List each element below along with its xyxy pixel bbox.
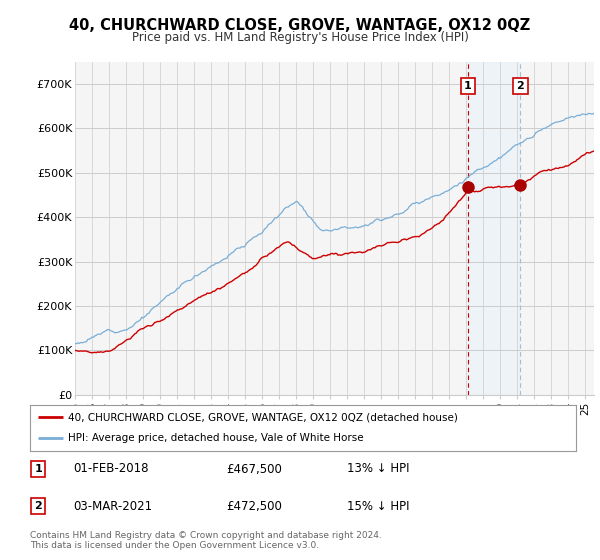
Text: 2: 2 — [517, 81, 524, 91]
Bar — [468, 62, 520, 395]
Text: 01-FEB-2018: 01-FEB-2018 — [74, 463, 149, 475]
Text: Price paid vs. HM Land Registry's House Price Index (HPI): Price paid vs. HM Land Registry's House … — [131, 31, 469, 44]
Text: £472,500: £472,500 — [227, 500, 283, 512]
Text: 1: 1 — [464, 81, 472, 91]
Text: Contains HM Land Registry data © Crown copyright and database right 2024.
This d: Contains HM Land Registry data © Crown c… — [30, 531, 382, 550]
Text: 15% ↓ HPI: 15% ↓ HPI — [347, 500, 409, 512]
Text: 40, CHURCHWARD CLOSE, GROVE, WANTAGE, OX12 0QZ (detached house): 40, CHURCHWARD CLOSE, GROVE, WANTAGE, OX… — [68, 412, 458, 422]
Text: 1: 1 — [34, 464, 42, 474]
Text: 03-MAR-2021: 03-MAR-2021 — [74, 500, 153, 512]
Text: 40, CHURCHWARD CLOSE, GROVE, WANTAGE, OX12 0QZ: 40, CHURCHWARD CLOSE, GROVE, WANTAGE, OX… — [70, 18, 530, 33]
Text: HPI: Average price, detached house, Vale of White Horse: HPI: Average price, detached house, Vale… — [68, 433, 364, 444]
Text: 2: 2 — [34, 501, 42, 511]
Text: £467,500: £467,500 — [227, 463, 283, 475]
Text: 13% ↓ HPI: 13% ↓ HPI — [347, 463, 409, 475]
